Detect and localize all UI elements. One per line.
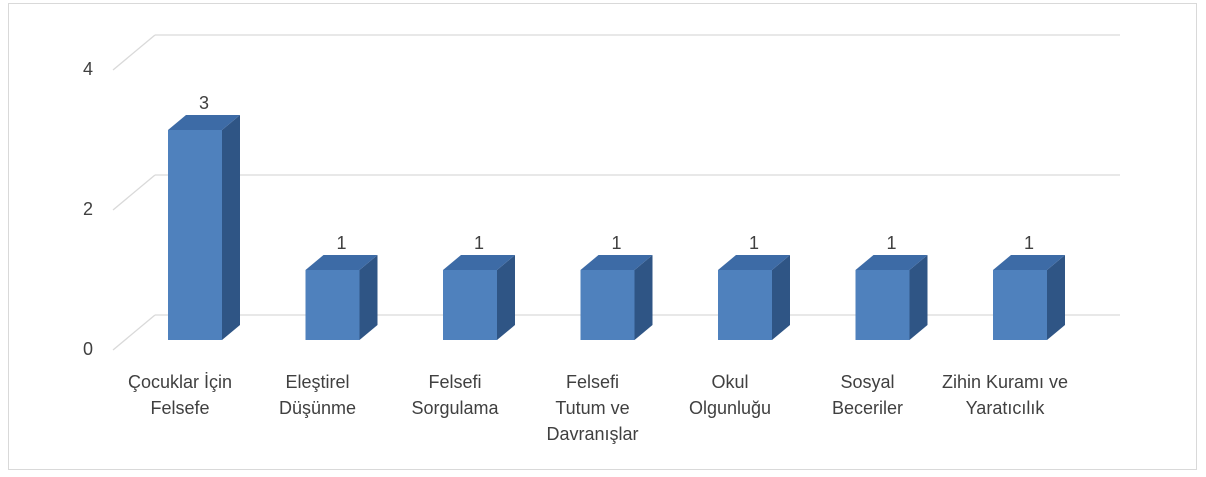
bar-side xyxy=(634,255,653,340)
data-label: 3 xyxy=(199,93,209,113)
bar xyxy=(168,130,222,340)
bar-side xyxy=(497,255,515,340)
bar xyxy=(580,270,635,340)
bar-top xyxy=(718,255,790,270)
bar-top xyxy=(580,255,653,270)
bar-side xyxy=(359,255,378,340)
grid-line-depth xyxy=(112,34,156,71)
x-tick-label: Zihin Kuramı ve Yaratıcılık xyxy=(941,372,1069,418)
bar-top xyxy=(168,115,240,130)
bar xyxy=(993,270,1047,340)
data-label: 1 xyxy=(611,233,621,253)
bar-side xyxy=(772,255,790,340)
data-label: 1 xyxy=(886,233,896,253)
y-tick-label: 4 xyxy=(83,59,93,79)
bar-side xyxy=(909,255,928,340)
bar-top xyxy=(993,255,1065,270)
bar-side xyxy=(222,115,240,340)
x-tick-label: Felsefi Tutum ve Davranışlar xyxy=(546,372,639,444)
data-label: 1 xyxy=(336,233,346,253)
bar xyxy=(443,270,497,340)
data-label: 1 xyxy=(1024,233,1034,253)
y-tick-label: 0 xyxy=(83,339,93,359)
x-tick-label: Çocuklar İçin Felsefe xyxy=(127,372,233,418)
bar-top xyxy=(443,255,515,270)
x-tick-label: Okul Olgunluğu xyxy=(688,372,772,418)
bar-side xyxy=(1047,255,1065,340)
grid-line-depth xyxy=(112,314,156,351)
data-label: 1 xyxy=(474,233,484,253)
bar-top xyxy=(305,255,378,270)
bar-top xyxy=(855,255,928,270)
bar xyxy=(718,270,772,340)
x-tick-label: Sosyal Beceriler xyxy=(831,372,904,418)
y-tick-label: 2 xyxy=(83,199,93,219)
x-tick-label: Felsefi Sorgulama xyxy=(411,372,499,418)
grid-line-depth xyxy=(112,174,156,211)
data-label: 1 xyxy=(749,233,759,253)
bar xyxy=(855,270,910,340)
bar xyxy=(305,270,360,340)
x-tick-label: Eleştirel Düşünme xyxy=(278,372,357,418)
